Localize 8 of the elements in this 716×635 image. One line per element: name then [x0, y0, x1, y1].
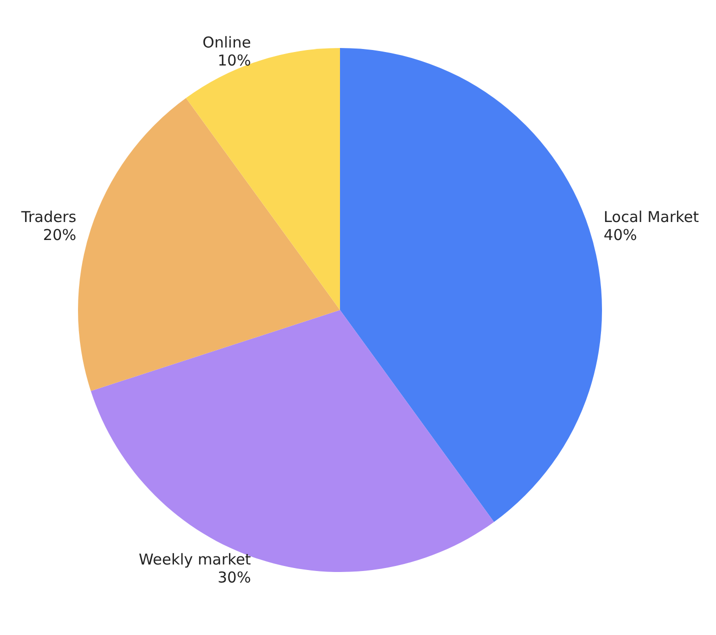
slice-label: Traders — [20, 208, 76, 226]
data-label: 20% — [42, 226, 76, 244]
slice-label: Local Market — [604, 208, 700, 226]
data-label: 30% — [218, 568, 251, 587]
slice-label: Online — [202, 33, 251, 52]
data-label: 10% — [218, 51, 251, 70]
data-label: 40% — [604, 226, 638, 244]
slice-label: Weekly market — [138, 550, 252, 569]
